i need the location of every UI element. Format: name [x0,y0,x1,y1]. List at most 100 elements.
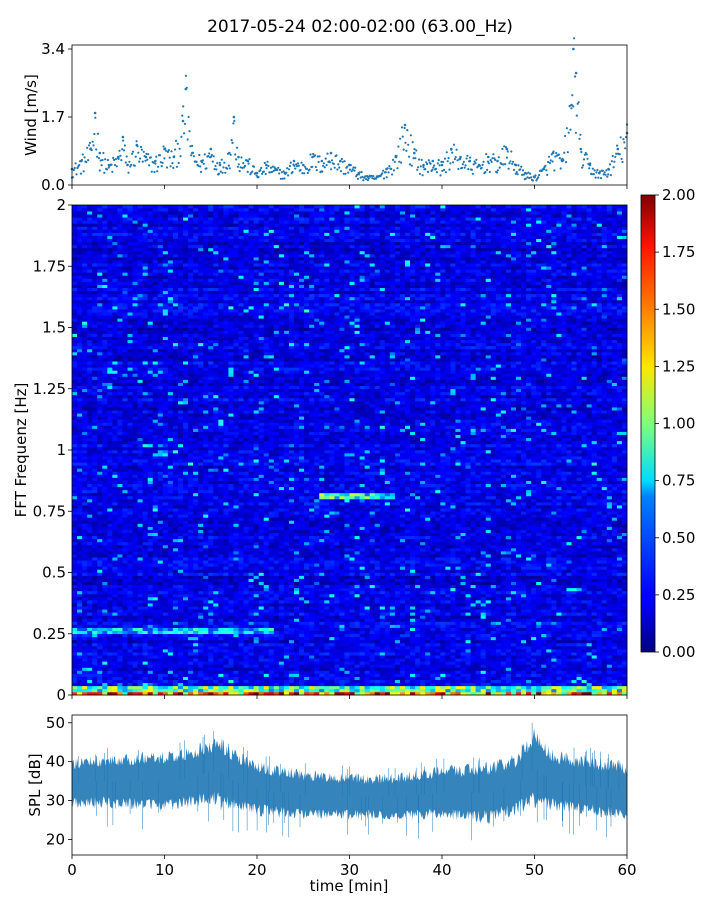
spectrogram-cell [490,679,497,684]
spectrogram-cell [329,636,335,641]
wind-point [489,159,492,162]
spectrogram-cell [162,652,169,656]
spectrogram-cell [82,679,88,684]
spectrogram-cell [334,685,340,690]
spectrogram-cell [611,581,618,586]
spectrogram-cell [450,606,456,610]
spectrogram-cell [531,587,537,592]
wind-point [565,127,569,130]
spectrogram-cell [273,603,280,607]
spectrogram-cell [127,581,133,586]
spectrogram-cell [384,676,391,680]
wind-point [147,153,150,156]
spectrogram-cell [213,676,219,680]
wind-point [590,173,594,176]
spectrogram-cell [268,661,275,665]
spectrogram-cell [288,658,295,662]
wind-point [321,170,324,173]
spectrogram-cell [147,609,154,613]
spectrogram-cell [389,682,396,687]
spectrogram-cell [172,578,179,582]
spectrogram-cell [132,590,138,595]
wind-point [496,159,499,163]
spectrogram-cell [591,578,598,582]
spectrogram-cell [480,624,487,628]
wind-point [191,151,194,155]
spectrogram-cell [294,655,300,659]
spectrogram-cell [576,664,582,668]
spectrogram-cell [490,609,497,613]
wind-point [549,159,552,162]
spectrogram-cell [420,655,426,659]
spectrogram-cell [304,600,310,604]
spectrogram-cell [319,609,325,613]
spectrogram-cell [621,646,628,650]
spectrogram-cell [132,688,138,693]
spectrogram-cell [586,685,592,690]
spectrogram-cell [203,652,209,656]
spectrogram-cell [117,615,123,619]
spectrogram-cell [566,636,572,641]
spectrogram-cell [475,688,481,693]
spectrogram-cell [167,630,174,635]
spectrogram-cell [72,624,78,628]
spectrogram-cell [425,621,431,625]
spectrogram-cell [586,639,592,644]
spectrogram-cell [309,670,315,674]
spectrogram-cell [379,639,386,644]
spectrogram-cell [127,649,133,653]
spectrogram-cell [490,587,497,592]
spectrogram-cell [349,682,355,687]
spectrogram-cell [82,636,88,641]
spectrogram-cell [167,600,174,604]
spectrogram-cell [112,636,118,641]
spectrogram-cell [445,603,451,607]
spectrogram-cell [208,664,214,668]
spectrogram-cell [294,642,300,647]
spectrogram-cell [354,639,360,644]
spectrogram-cell [228,593,234,598]
spectrogram-cell [425,597,431,601]
spectrogram-cell [132,578,138,582]
spectrogram-cell [238,581,244,586]
spectrogram-cell [521,603,527,607]
wind-point [342,172,345,175]
wind-point [563,151,566,154]
spectrogram-cell [142,624,148,628]
spectrogram-cell [87,646,93,650]
wind-point [110,163,113,166]
spectrogram-cell [566,646,572,650]
spectrogram-cell [92,618,98,622]
spectrogram-cell [329,676,335,680]
spectrogram-cell [480,618,487,622]
spectrogram-cell [389,670,396,674]
spectrogram-cell [268,639,275,644]
spectrogram-cell [218,639,224,644]
wind-point [547,155,551,158]
wind-point [152,161,155,164]
spectrogram-cell [394,627,401,631]
wind-point [591,167,595,170]
spectrogram-cell [248,658,254,662]
spectrogram-cell [288,612,295,616]
spectrogram-cell [309,652,315,656]
spectrogram-cell [455,618,461,622]
spectrogram-cell [132,584,138,589]
spectrogram-cell [263,652,270,656]
wind-point [505,156,508,159]
spectrogram-cell [591,612,598,616]
spectrogram-cell [147,655,154,659]
spectrogram-cell [611,682,618,687]
spectrogram-cell [162,688,169,693]
spectrogram-cell [606,673,613,677]
wind-point [459,155,462,159]
spectrogram-cell [500,658,507,662]
wind-point [182,105,185,108]
spectrogram-cell [399,603,406,607]
spectrogram-cell [87,606,93,610]
spectrogram-cell [455,639,461,644]
spectrogram-cell [435,587,441,592]
wind-point [338,166,341,169]
spectrogram-cell [344,646,350,650]
spectrogram-cell [571,600,577,604]
